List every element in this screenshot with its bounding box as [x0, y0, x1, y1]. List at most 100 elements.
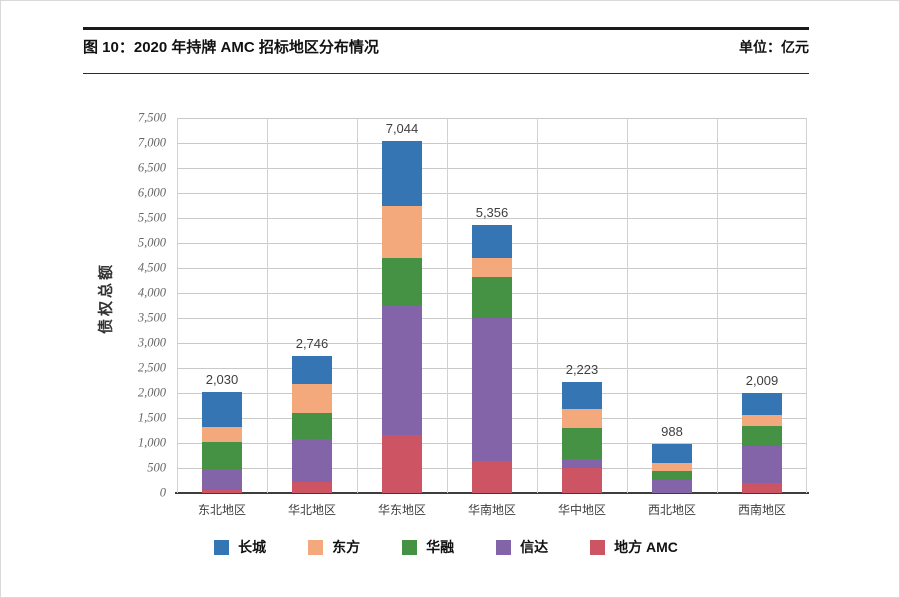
bar-segment-长城: [292, 355, 332, 385]
h-gridline: [177, 192, 807, 194]
bar-total-label: 2,223: [565, 361, 599, 377]
y-tick-label: 6,000: [137, 185, 166, 200]
h-gridline: [177, 217, 807, 219]
legend-swatch: [308, 539, 324, 555]
stacked-bar: [742, 392, 782, 493]
y-tick-label: 3,000: [137, 335, 166, 350]
bar-segment-信达: [652, 480, 692, 493]
x-axis-label: 华中地区: [557, 503, 606, 517]
legend-item: 华融: [402, 537, 454, 557]
stacked-bar: [382, 140, 422, 493]
bar-segment-华融: [382, 258, 422, 306]
legend-swatch: [402, 539, 418, 555]
bar-column: 7,044 华东地区: [357, 118, 447, 517]
x-axis-label: 华北地区: [287, 503, 336, 517]
legend-swatch: [496, 539, 512, 555]
bar-segment-东方: [562, 409, 602, 429]
bar-total-label: 2,746: [295, 335, 329, 351]
y-axis-title: 债权总额: [97, 261, 115, 335]
v-gridline: [357, 118, 358, 493]
figure-header: 图 10：2020 年持牌 AMC 招标地区分布情况 单位：亿元: [83, 36, 809, 57]
x-axis-label: 华东地区: [377, 503, 426, 517]
legend: 长城 东方 华融 信达 地方 AMC: [83, 537, 809, 557]
h-gridline: [177, 167, 807, 169]
bar-segment-东方: [382, 206, 422, 259]
x-axis-label: 西南地区: [737, 503, 786, 517]
bar-segment-地方 AMC: [202, 490, 242, 493]
y-tick-label: 1,500: [137, 410, 166, 425]
v-gridline: [627, 118, 628, 493]
bar-segment-东方: [292, 384, 332, 414]
bar-segment-华融: [472, 277, 512, 319]
x-axis-label: 西北地区: [647, 503, 696, 517]
bar-segment-华融: [202, 442, 242, 469]
bar-segment-信达: [202, 469, 242, 490]
bar-segment-地方 AMC: [742, 483, 782, 493]
legend-label: 长城: [238, 539, 267, 555]
y-tick-label: 7,000: [137, 135, 166, 150]
legend-item: 地方 AMC: [590, 537, 678, 557]
bar-column: 2,009 西南地区: [717, 118, 807, 517]
top-rule: [83, 27, 809, 30]
v-gridline: [806, 118, 807, 493]
bar-segment-东方: [742, 415, 782, 426]
y-tick-label: 2,000: [137, 385, 166, 400]
legend-item: 信达: [496, 537, 548, 557]
legend-label: 华融: [426, 539, 455, 555]
x-axis-label: 华南地区: [467, 503, 516, 517]
bar-segment-信达: [562, 459, 602, 468]
bar-segment-地方 AMC: [562, 468, 602, 493]
bar-column: 988 西北地区: [627, 118, 717, 517]
bar-segment-华融: [742, 425, 782, 446]
legend-swatch: [214, 539, 230, 555]
h-gridline: [177, 117, 807, 119]
x-axis-line: [175, 492, 809, 494]
v-gridline: [537, 118, 538, 493]
legend-label: 信达: [520, 539, 549, 555]
unit-label: 单位：亿元: [739, 38, 809, 55]
legend-item: 长城: [214, 537, 266, 557]
bar-total-label: 2,030: [205, 371, 239, 387]
v-gridline: [267, 118, 268, 493]
bar-segment-地方 AMC: [292, 482, 332, 493]
x-axis-label: 东北地区: [197, 503, 246, 517]
bar-segment-华融: [562, 428, 602, 459]
y-tick-label: 4,000: [137, 285, 166, 300]
bar-segment-东方: [652, 463, 692, 472]
legend-label: 东方: [332, 539, 361, 555]
bar-segment-长城: [742, 392, 782, 416]
bar-segment-华融: [292, 413, 332, 440]
stacked-bar: [202, 391, 242, 493]
bar-column: 5,356 华南地区: [447, 118, 537, 517]
bar-total-label: 5,356: [475, 205, 509, 221]
bar-segment-华融: [652, 471, 692, 480]
bar-segment-地方 AMC: [472, 461, 512, 493]
bar-column: 2,030 东北地区: [177, 118, 267, 518]
bar-total-label: 2,009: [745, 372, 779, 388]
h-gridline: [177, 142, 807, 144]
bar-segment-东方: [202, 427, 242, 443]
y-tick-label: 5,500: [137, 210, 166, 225]
legend-swatch: [590, 539, 606, 555]
v-gridline: [177, 118, 178, 493]
y-tick-label: 1,000: [137, 435, 166, 450]
y-tick-label: 500: [147, 460, 166, 475]
v-gridline: [447, 118, 448, 493]
y-tick-label: 0: [159, 485, 166, 500]
bar-segment-信达: [382, 305, 422, 435]
legend-label: 地方 AMC: [614, 539, 678, 555]
y-tick-label: 2,500: [137, 360, 166, 375]
y-tick-label: 3,500: [137, 310, 166, 325]
bar-total-label: 7,044: [385, 120, 419, 136]
bar-segment-信达: [742, 445, 782, 483]
bar-segment-长城: [652, 443, 692, 464]
bar-segment-信达: [472, 318, 512, 462]
bar-segment-地方 AMC: [382, 434, 422, 493]
stacked-bar: [562, 381, 602, 493]
bar-segment-信达: [292, 439, 332, 483]
plot-area: 0 500 1,000 1,500 2,000 2,500 3,000 3,500 4,000 4…: [138, 111, 809, 518]
bar-column: 2,746 华北地区: [267, 118, 357, 517]
bar-segment-长城: [472, 225, 512, 259]
y-tick-label: 5,000: [137, 235, 166, 250]
